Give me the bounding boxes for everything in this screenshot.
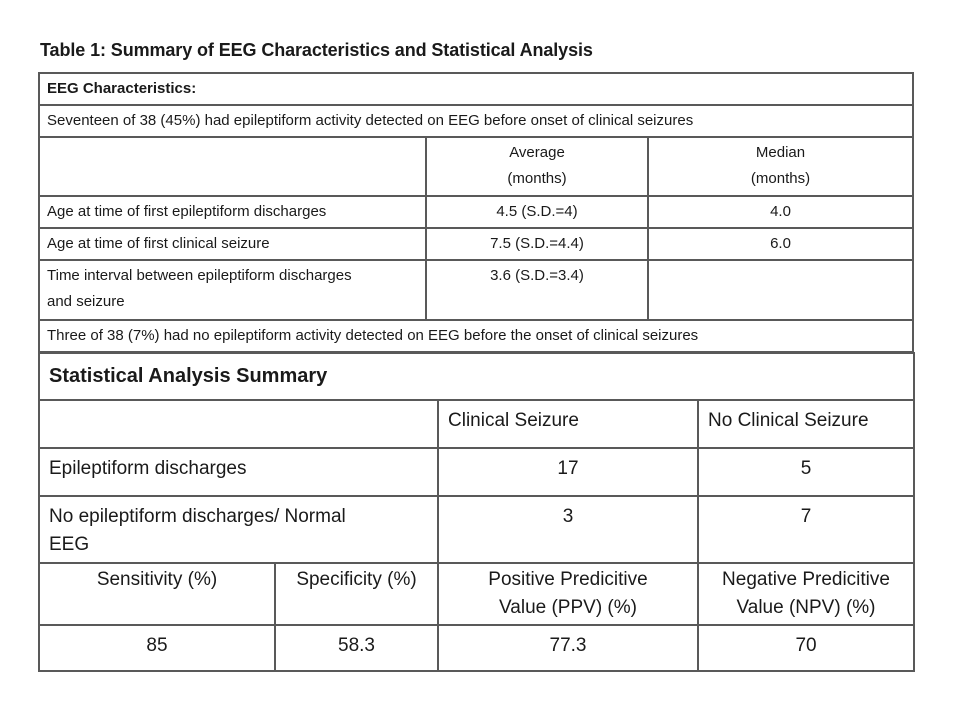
metric-value-npv: 70 [696,624,916,672]
col-header-no-clinical-seizure: No Clinical Seizure [696,399,916,449]
metric-header-ppv: Positive Predicitive Value (PPV) (%) [437,562,699,626]
metric-header-sensitivity: Sensitivity (%) [38,562,276,626]
page-title: Table 1: Summary of EEG Characteristics … [40,40,593,60]
metric-header-npv: Negative Predicitive Value (NPV) (%) [696,562,916,626]
col-header-median: Median (months) [647,136,914,197]
col-header-clinical-seizure: Clinical Seizure [437,399,699,449]
row-label: No epileptiform discharges/ Normal EEG [38,495,439,564]
table-row: Time interval between epileptiform disch… [38,259,914,321]
row-label: Age at time of first epileptiform discha… [38,195,427,229]
stats-table-title: Statistical Analysis Summary [37,352,916,401]
table-row: Three of 38 (7%) had no epileptiform act… [38,319,914,353]
median-value: 6.0 [647,227,914,261]
table-row: Average (months) Median (months) [38,136,914,197]
table-row: Age at time of first epileptiform discha… [38,195,914,229]
metric-header-specificity: Specificity (%) [274,562,439,626]
metric-value-ppv: 77.3 [437,624,699,672]
clinical-seizure-count: 17 [437,447,699,497]
no-clinical-seizure-count: 5 [696,447,916,497]
table-row: Epileptiform discharges 17 5 [38,447,916,497]
eeg-characteristics-table: EEG Characteristics: Seventeen of 38 (45… [38,72,914,353]
eeg-negative-summary: Three of 38 (7%) had no epileptiform act… [38,319,914,353]
no-clinical-seizure-count: 7 [696,495,916,564]
clinical-seizure-count: 3 [437,495,699,564]
table-row: Sensitivity (%) Specificity (%) Positive… [38,562,916,626]
table-row: EEG Characteristics: [38,72,914,106]
eeg-positive-summary: Seventeen of 38 (45%) had epileptiform a… [38,104,914,138]
row-label: Time interval between epileptiform disch… [38,259,427,321]
statistical-analysis-table: Statistical Analysis Summary Clinical Se… [37,352,916,672]
metric-value-specificity: 58.3 [274,624,439,672]
table-row: 85 58.3 77.3 70 [38,624,916,672]
average-value: 3.6 (S.D.=3.4) [425,259,649,321]
row-label: Epileptiform discharges [38,447,439,497]
median-value: 4.0 [647,195,914,229]
col-header-average: Average (months) [425,136,649,197]
empty-corner-cell [38,136,427,197]
median-value [647,259,914,321]
empty-corner-cell [38,399,439,449]
eeg-section-header: EEG Characteristics: [38,72,914,106]
table-row: Clinical Seizure No Clinical Seizure [38,399,916,449]
average-value: 7.5 (S.D.=4.4) [425,227,649,261]
table-row: Seventeen of 38 (45%) had epileptiform a… [38,104,914,138]
metric-value-sensitivity: 85 [38,624,276,672]
row-label: Age at time of first clinical seizure [38,227,427,261]
table-row: Age at time of first clinical seizure 7.… [38,227,914,261]
table-row: Statistical Analysis Summary [37,352,916,401]
table-row: No epileptiform discharges/ Normal EEG 3… [38,495,916,564]
average-value: 4.5 (S.D.=4) [425,195,649,229]
